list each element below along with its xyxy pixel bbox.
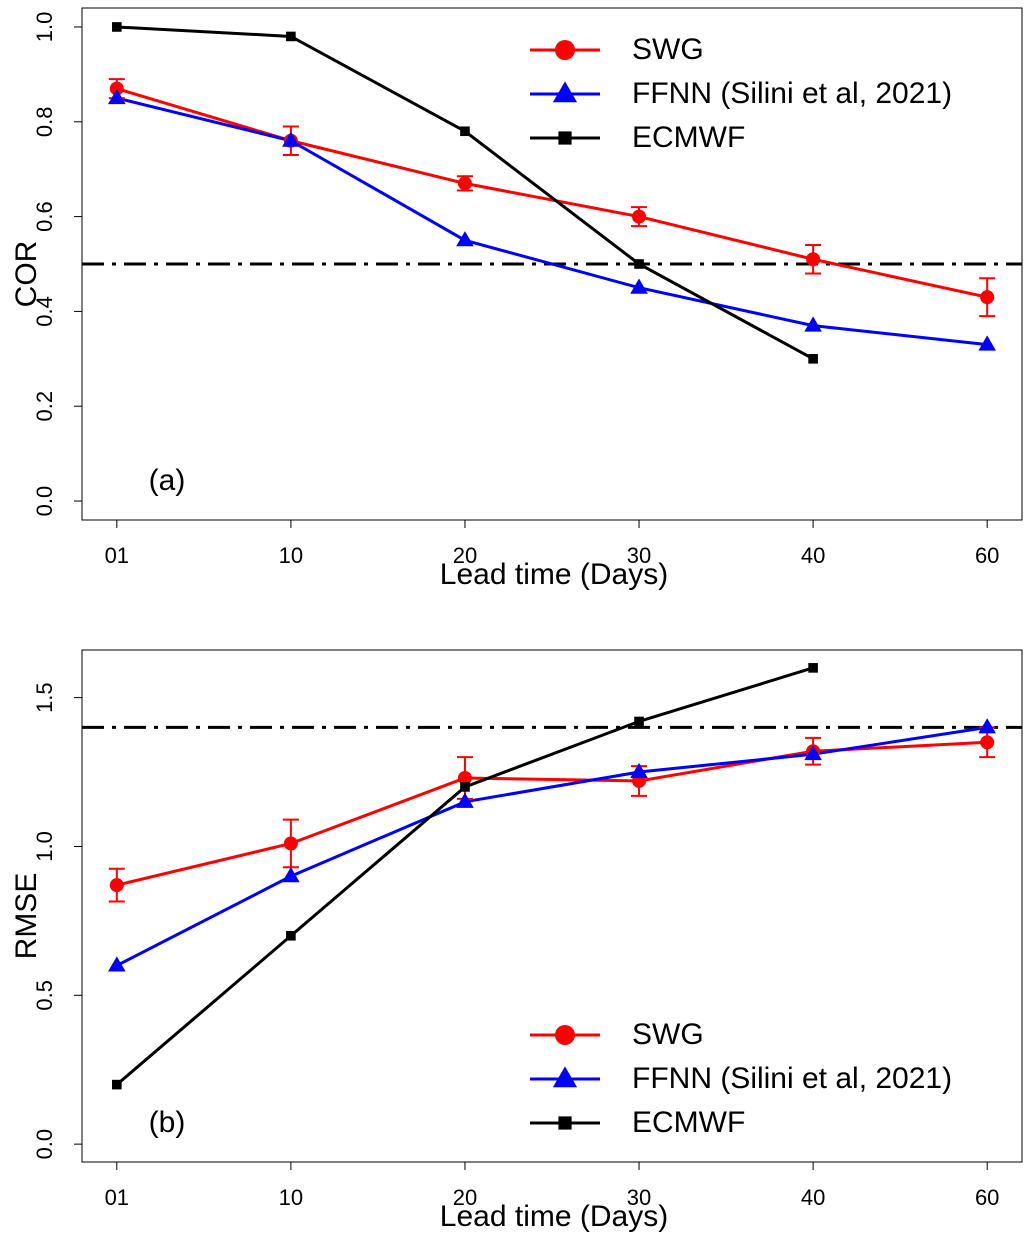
y-tick-label: 0.5	[32, 980, 57, 1011]
marker	[978, 335, 996, 351]
series-line	[116, 725, 988, 967]
marker	[112, 22, 122, 32]
marker	[108, 956, 126, 972]
marker	[552, 1066, 578, 1088]
legend-label: FFNN (Silini et al, 2021)	[632, 77, 952, 110]
y-tick-label: 0.0	[32, 486, 57, 517]
y-tick-label: 1.0	[32, 831, 57, 862]
x-tick-label: 40	[801, 1185, 825, 1210]
marker	[806, 252, 821, 267]
marker	[558, 131, 572, 145]
marker	[112, 1079, 122, 1090]
marker	[808, 354, 818, 364]
y-axis-label: RMSE	[10, 873, 43, 960]
marker	[283, 836, 298, 851]
marker	[109, 878, 124, 893]
marker	[457, 771, 472, 785]
x-tick-label: 20	[453, 543, 477, 568]
x-tick-label: 30	[627, 1185, 651, 1210]
y-tick-label: 1.0	[32, 12, 57, 43]
series-line	[115, 666, 814, 1086]
chart-panel: 0.0 0.5 1.0 1.5 01 10 20 30 40 60 Lead time (Days)…	[10, 649, 1023, 1233]
plot-frame	[81, 649, 1023, 1163]
marker	[978, 718, 996, 734]
x-tick-label: 60	[975, 543, 999, 568]
x-tick-label: 20	[453, 1185, 477, 1210]
marker	[808, 663, 818, 673]
x-tick-label: 01	[105, 1185, 129, 1210]
marker	[804, 316, 822, 332]
series-line	[116, 740, 988, 887]
marker	[804, 744, 822, 761]
marker	[282, 867, 300, 883]
x-tick-label: 01	[105, 543, 129, 568]
legend: SWG FFNN (Silini et al, 2021) ECMWF	[530, 33, 952, 154]
y-tick-label: 0.4	[32, 296, 57, 327]
x-axis-label: Lead time (Days)	[440, 558, 668, 591]
y-tick-label: 0.6	[32, 201, 57, 232]
plot-frame	[81, 7, 1023, 521]
chart-panel: 0.0 0.2 0.4 0.6 0.8 1.0 01 10 20 30 40 60 Lead time …	[10, 7, 1023, 591]
marker	[456, 231, 474, 247]
legend-label: ECMWF	[632, 121, 745, 154]
series-line	[116, 87, 988, 299]
x-axis-label: Lead time (Days)	[440, 1200, 668, 1233]
panel-annotation: (a)	[149, 464, 186, 497]
y-tick-label: 1.5	[32, 682, 57, 713]
marker	[286, 930, 296, 941]
marker	[634, 259, 644, 269]
marker	[980, 290, 995, 305]
marker	[282, 131, 300, 147]
y-axis-label: COR	[10, 241, 43, 308]
marker	[286, 31, 296, 42]
marker	[456, 792, 474, 808]
marker	[558, 1116, 572, 1130]
x-tick-label: 30	[627, 543, 651, 568]
marker	[632, 209, 647, 224]
panel-annotation: (b)	[149, 1106, 186, 1139]
marker	[555, 40, 575, 60]
marker	[980, 735, 995, 750]
legend-label: SWG	[632, 33, 704, 66]
y-tick-label: 0.8	[32, 106, 57, 137]
y-tick-label: 0.2	[32, 391, 57, 422]
x-tick-label: 60	[975, 1185, 999, 1210]
x-tick-label: 10	[279, 1185, 303, 1210]
series-line	[116, 96, 988, 347]
marker	[634, 716, 644, 727]
marker	[109, 81, 124, 96]
legend-label: SWG	[632, 1018, 704, 1051]
legend-label: ECMWF	[632, 1106, 745, 1139]
marker	[457, 176, 472, 191]
marker	[630, 278, 648, 294]
marker	[555, 1025, 575, 1045]
marker	[108, 88, 126, 105]
marker	[630, 762, 648, 779]
x-tick-label: 10	[279, 543, 303, 568]
x-tick-label: 40	[801, 543, 825, 568]
legend: SWG FFNN (Silini et al, 2021) ECMWF	[530, 1018, 952, 1139]
marker	[552, 81, 578, 103]
y-tick-label: 0.0	[32, 1129, 57, 1160]
marker	[460, 782, 470, 792]
legend-label: FFNN (Silini et al, 2021)	[632, 1062, 952, 1095]
marker	[460, 126, 470, 137]
